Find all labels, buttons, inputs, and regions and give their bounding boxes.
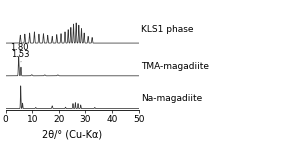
Text: TMA-magadiite: TMA-magadiite — [141, 62, 209, 71]
Text: KLS1 phase: KLS1 phase — [141, 25, 193, 34]
X-axis label: 2θ/° (Cu-Kα): 2θ/° (Cu-Kα) — [42, 129, 102, 139]
Text: 1.80: 1.80 — [10, 43, 28, 57]
Text: Na-magadiite: Na-magadiite — [141, 94, 202, 104]
Text: 1.53: 1.53 — [11, 50, 29, 62]
